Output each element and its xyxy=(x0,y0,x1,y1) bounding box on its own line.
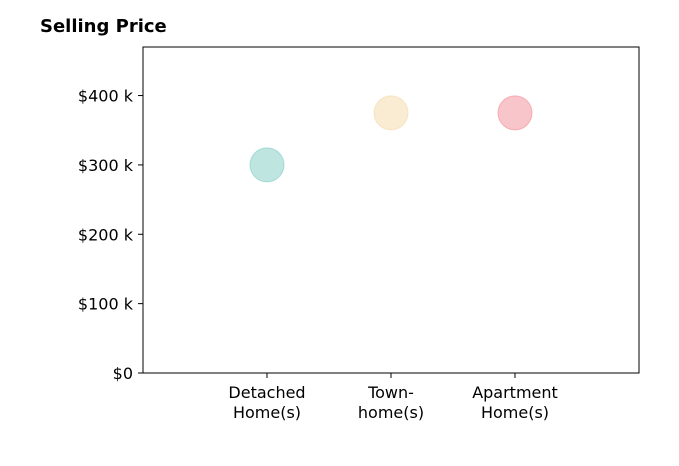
y-tick-label: $200 k xyxy=(78,225,134,244)
data-point xyxy=(497,95,533,131)
data-point xyxy=(249,147,285,183)
data-point xyxy=(373,95,409,131)
data-points xyxy=(249,95,533,183)
x-tick-label: home(s) xyxy=(358,403,424,422)
y-tick-label: $300 k xyxy=(78,156,134,175)
y-tick-label: $0 xyxy=(113,364,133,383)
x-tick-label: Home(s) xyxy=(233,403,301,422)
x-tick-label: Detached xyxy=(228,383,305,402)
y-tick-label: $100 k xyxy=(78,295,134,314)
y-axis: $0 $100 k $200 k $300 k $400 k xyxy=(78,87,143,383)
y-tick-label: $400 k xyxy=(78,87,134,106)
x-tick-label: Home(s) xyxy=(481,403,549,422)
chart-title: Selling Price xyxy=(40,16,167,37)
x-axis: DetachedHome(s)Town-home(s)ApartmentHome… xyxy=(228,373,558,422)
x-tick-label: Apartment xyxy=(472,383,558,402)
x-tick-label: Town- xyxy=(367,383,414,402)
